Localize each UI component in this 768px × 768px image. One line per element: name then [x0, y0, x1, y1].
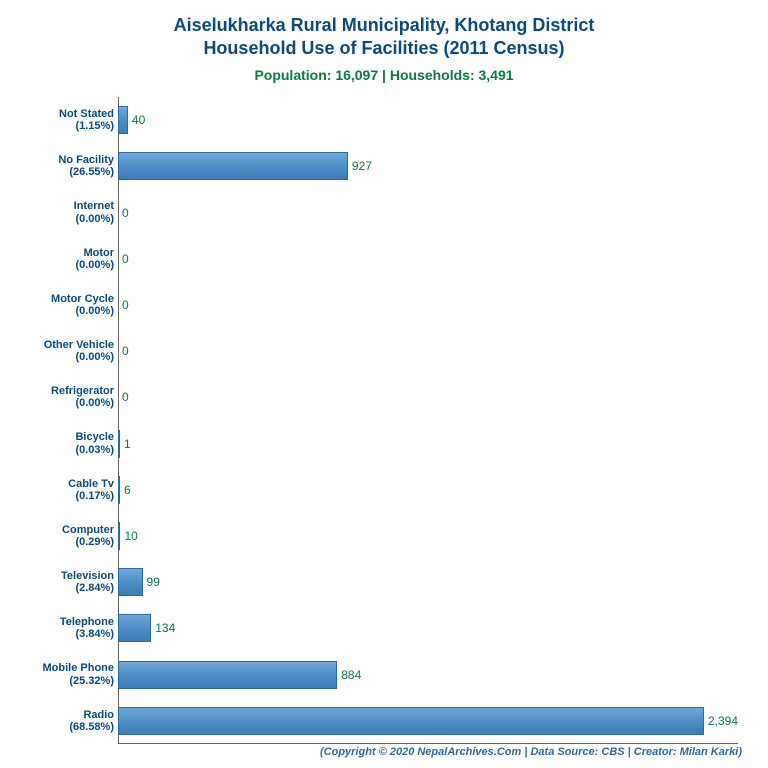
bar — [118, 614, 151, 642]
category-label: Not Stated(1.15%) — [22, 108, 118, 132]
category-name: Telephone — [22, 616, 114, 628]
category-name: Internet — [22, 200, 114, 212]
bar — [118, 661, 337, 689]
value-label: 0 — [122, 206, 129, 220]
bar-row: Internet(0.00%)0 — [118, 199, 738, 227]
category-percent: (25.32%) — [22, 675, 114, 687]
bar — [118, 707, 704, 735]
category-name: Television — [22, 570, 114, 582]
value-label: 0 — [122, 252, 129, 266]
category-label: Telephone(3.84%) — [22, 616, 118, 640]
category-label: Computer(0.29%) — [22, 524, 118, 548]
chart-subtitle: Population: 16,097 | Households: 3,491 — [20, 67, 748, 83]
value-label: 6 — [124, 483, 131, 497]
value-label: 99 — [147, 575, 160, 589]
category-label: Internet(0.00%) — [22, 200, 118, 224]
chart-footer: (Copyright © 2020 NepalArchives.Com | Da… — [20, 746, 748, 758]
bar-row: Motor Cycle(0.00%)0 — [118, 291, 738, 319]
category-name: Refrigerator — [22, 385, 114, 397]
bar-row: Telephone(3.84%)134 — [118, 614, 738, 642]
category-label: Cable Tv(0.17%) — [22, 478, 118, 502]
category-label: Television(2.84%) — [22, 570, 118, 594]
category-percent: (0.03%) — [22, 444, 114, 456]
category-percent: (3.84%) — [22, 628, 114, 640]
bar — [118, 568, 143, 596]
bar-row: Cable Tv(0.17%)6 — [118, 476, 738, 504]
bar-row: Mobile Phone(25.32%)884 — [118, 661, 738, 689]
bar-rows: Not Stated(1.15%)40 No Facility(26.55%)92… — [118, 97, 738, 744]
value-label: 884 — [341, 668, 361, 682]
category-percent: (0.00%) — [22, 305, 114, 317]
value-label: 40 — [132, 113, 145, 127]
category-label: Mobile Phone(25.32%) — [22, 662, 118, 686]
value-label: 2,394 — [708, 714, 738, 728]
category-label: Motor(0.00%) — [22, 247, 118, 271]
bar-row: Bicycle(0.03%)1 — [118, 430, 738, 458]
title-line-1: Aiselukharka Rural Municipality, Khotang… — [174, 15, 595, 35]
category-name: No Facility — [22, 154, 114, 166]
bar-row: Television(2.84%)99 — [118, 568, 738, 596]
category-name: Motor Cycle — [22, 293, 114, 305]
category-label: Other Vehicle(0.00%) — [22, 339, 118, 363]
plot-area: Not Stated(1.15%)40 No Facility(26.55%)92… — [118, 97, 738, 744]
bar — [118, 106, 128, 134]
category-name: Other Vehicle — [22, 339, 114, 351]
category-name: Computer — [22, 524, 114, 536]
bar-row: Not Stated(1.15%)40 — [118, 106, 738, 134]
category-percent: (0.00%) — [22, 259, 114, 271]
value-label: 0 — [122, 298, 129, 312]
category-percent: (0.29%) — [22, 536, 114, 548]
category-label: Radio(68.58%) — [22, 709, 118, 733]
category-name: Mobile Phone — [22, 662, 114, 674]
category-percent: (0.00%) — [22, 351, 114, 363]
chart-container: Aiselukharka Rural Municipality, Khotang… — [0, 0, 768, 768]
bar — [118, 522, 120, 550]
category-percent: (0.17%) — [22, 490, 114, 502]
value-label: 927 — [352, 159, 372, 173]
value-label: 0 — [122, 390, 129, 404]
value-label: 10 — [124, 529, 137, 543]
bar — [118, 152, 348, 180]
category-percent: (0.00%) — [22, 397, 114, 409]
bar-row: Computer(0.29%)10 — [118, 522, 738, 550]
category-name: Motor — [22, 247, 114, 259]
category-label: Refrigerator(0.00%) — [22, 385, 118, 409]
bar — [118, 476, 120, 504]
title-line-2: Household Use of Facilities (2011 Census… — [203, 38, 564, 58]
value-label: 1 — [124, 437, 131, 451]
category-label: No Facility(26.55%) — [22, 154, 118, 178]
bar-row: Motor(0.00%)0 — [118, 245, 738, 273]
bar-row: Radio(68.58%)2,394 — [118, 707, 738, 735]
category-name: Radio — [22, 709, 114, 721]
bar-row: Other Vehicle(0.00%)0 — [118, 337, 738, 365]
category-percent: (1.15%) — [22, 120, 114, 132]
category-label: Motor Cycle(0.00%) — [22, 293, 118, 317]
category-percent: (0.00%) — [22, 213, 114, 225]
value-label: 0 — [122, 344, 129, 358]
value-label: 134 — [155, 621, 175, 635]
category-name: Cable Tv — [22, 478, 114, 490]
category-name: Not Stated — [22, 108, 114, 120]
category-label: Bicycle(0.03%) — [22, 431, 118, 455]
category-percent: (2.84%) — [22, 582, 114, 594]
category-percent: (68.58%) — [22, 721, 114, 733]
bar-row: No Facility(26.55%)927 — [118, 152, 738, 180]
category-name: Bicycle — [22, 431, 114, 443]
bar — [118, 430, 120, 458]
chart-title: Aiselukharka Rural Municipality, Khotang… — [20, 14, 748, 59]
category-percent: (26.55%) — [22, 166, 114, 178]
bar-row: Refrigerator(0.00%)0 — [118, 383, 738, 411]
